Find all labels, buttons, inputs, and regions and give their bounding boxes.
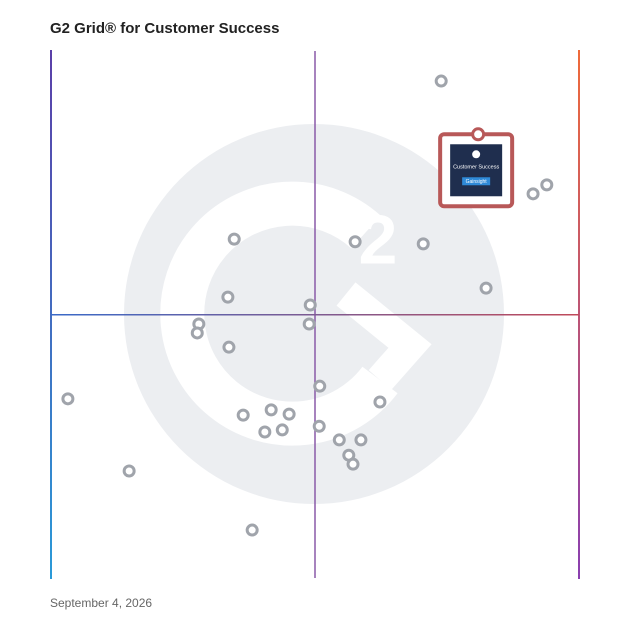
point (303, 298, 317, 312)
point (264, 403, 278, 417)
quadrant-line (51, 314, 579, 316)
point (540, 178, 554, 192)
point (245, 523, 259, 537)
point (222, 340, 236, 354)
point (282, 407, 296, 421)
chart-title: G2 Grid® for Customer Success (50, 20, 279, 37)
point (416, 237, 430, 251)
point (313, 379, 327, 393)
point (190, 326, 204, 340)
point (236, 408, 250, 422)
point (122, 464, 136, 478)
point (275, 423, 289, 437)
logo-mark: 2 (359, 200, 398, 278)
footer-date: September 4, 2026 (50, 596, 152, 610)
point (434, 74, 448, 88)
point (61, 392, 75, 406)
point (221, 290, 235, 304)
point (258, 425, 272, 439)
badge-logo (472, 150, 481, 159)
point (346, 457, 360, 471)
highlight-point (471, 127, 486, 142)
point (227, 232, 241, 246)
point (302, 317, 316, 331)
points (61, 74, 554, 537)
point (332, 433, 346, 447)
point (354, 433, 368, 447)
badge-label: Customer Success (453, 165, 499, 171)
badge-tag: Gainsight (466, 179, 488, 185)
point (373, 395, 387, 409)
point (348, 235, 362, 249)
point (312, 419, 326, 433)
point (479, 281, 493, 295)
point (526, 187, 540, 201)
badge-tag-bg (462, 177, 491, 186)
